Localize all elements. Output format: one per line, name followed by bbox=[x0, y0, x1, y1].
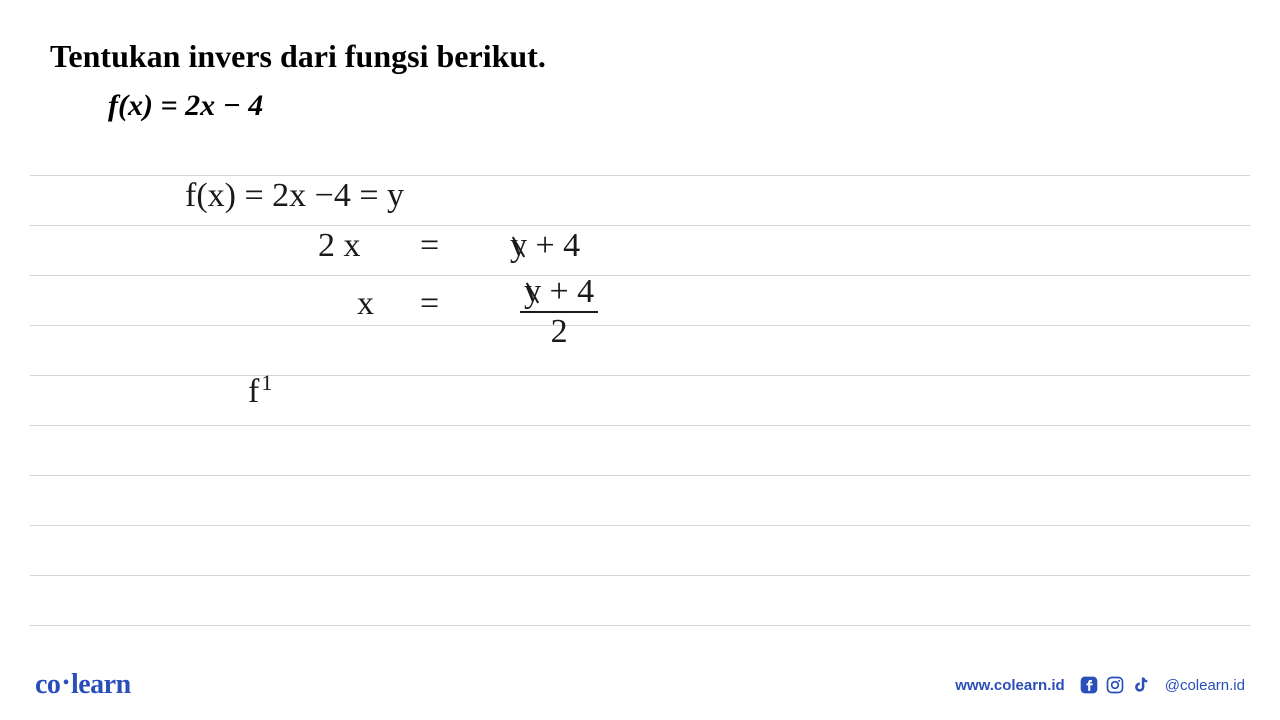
hw-fraction-numerator: y + 4 bbox=[520, 273, 598, 313]
logo-dot-icon: • bbox=[62, 672, 69, 694]
social-icons-group bbox=[1079, 675, 1151, 695]
hw-line-3-eq: = bbox=[420, 285, 439, 323]
equation-rhs: 2x − 4 bbox=[185, 89, 263, 122]
footer: co•learn www.colearn.id @colearn.id bbox=[0, 650, 1280, 720]
ruled-line bbox=[30, 225, 1250, 226]
hw-line-3-fraction: y + 4 2 bbox=[520, 273, 598, 351]
equation-lhs: f(x) bbox=[108, 89, 153, 122]
hw-line-2-right: y + 4 bbox=[510, 227, 580, 265]
equals-sign: = bbox=[160, 89, 185, 122]
problem-equation: f(x) = 2x − 4 bbox=[108, 89, 1230, 123]
problem-title: Tentukan invers dari fungsi berikut. bbox=[50, 38, 1230, 75]
hw-fraction: y + 4 2 bbox=[520, 273, 598, 351]
logo-co: co bbox=[35, 669, 60, 700]
hw-struck-y-2: y bbox=[524, 273, 541, 311]
ruled-line bbox=[30, 475, 1250, 476]
ruled-line bbox=[30, 525, 1250, 526]
ruled-line bbox=[30, 375, 1250, 376]
hw-fraction-denominator: 2 bbox=[520, 313, 598, 351]
brand-logo: co•learn bbox=[35, 669, 131, 701]
website-link[interactable]: www.colearn.id bbox=[955, 677, 1064, 694]
ruled-line bbox=[30, 625, 1250, 626]
hw-plus-4: + 4 bbox=[536, 227, 581, 264]
hw-f-inverse-sup: 1 bbox=[261, 370, 272, 395]
hw-line-2-eq: = bbox=[420, 227, 439, 265]
hw-line-2-left: 2 x bbox=[318, 227, 361, 265]
work-area: f(x) = 2x −4 = y 2 x = y + 4 x = y + 4 2… bbox=[0, 175, 1280, 640]
ruled-line bbox=[30, 575, 1250, 576]
facebook-icon[interactable] bbox=[1079, 675, 1099, 695]
hw-line-3-left: x bbox=[357, 285, 374, 323]
ruled-line bbox=[30, 175, 1250, 176]
problem-area: Tentukan invers dari fungsi berikut. f(x… bbox=[0, 0, 1280, 133]
hw-struck-y: y bbox=[510, 227, 527, 265]
ruled-line bbox=[30, 325, 1250, 326]
tiktok-icon[interactable] bbox=[1131, 675, 1151, 695]
footer-right: www.colearn.id @colearn.id bbox=[955, 675, 1245, 695]
instagram-icon[interactable] bbox=[1105, 675, 1125, 695]
hw-f: f bbox=[248, 373, 259, 410]
hw-line-1: f(x) = 2x −4 = y bbox=[185, 177, 404, 215]
ruled-line bbox=[30, 275, 1250, 276]
hw-num-plus4: + 4 bbox=[541, 273, 594, 310]
social-handle[interactable]: @colearn.id bbox=[1165, 677, 1245, 694]
ruled-line bbox=[30, 425, 1250, 426]
hw-line-4: f1 bbox=[248, 373, 270, 411]
logo-learn: learn bbox=[71, 669, 131, 700]
